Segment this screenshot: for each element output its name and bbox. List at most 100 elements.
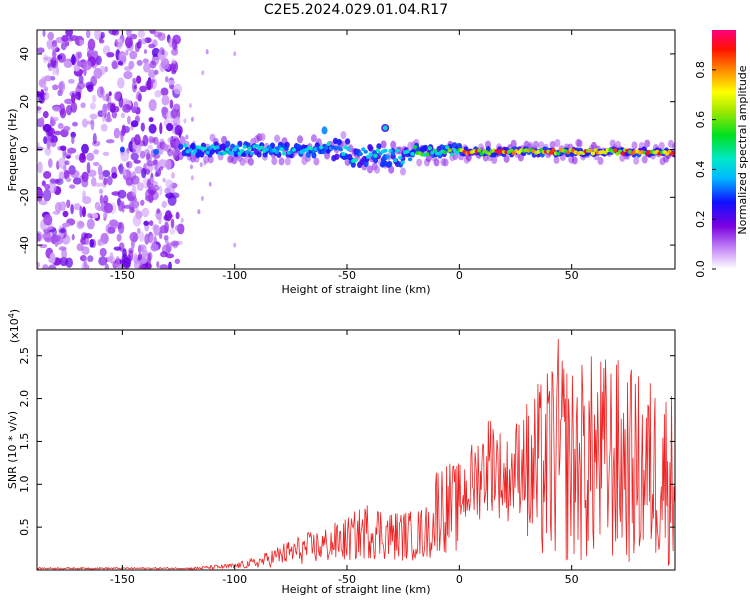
heatmap-cell: [145, 154, 152, 162]
heatmap-cell: [82, 206, 86, 218]
heatmap-cell: [55, 178, 64, 185]
heatmap-cell: [274, 149, 279, 154]
heatmap-cell: [449, 152, 455, 157]
heatmap-cell: [121, 257, 132, 268]
heatmap-cell: [221, 135, 228, 144]
heatmap-cell: [149, 30, 156, 35]
heatmap-cell: [119, 146, 125, 153]
heatmap-cell: [165, 253, 175, 259]
heatmap-cell: [432, 148, 438, 153]
heatmap-cell: [114, 39, 118, 48]
heatmap-cell: [242, 144, 247, 149]
heatmap-cell: [416, 158, 423, 167]
heatmap-cell: [44, 147, 52, 156]
heatmap-cell: [199, 151, 205, 158]
heatmap-cell: [613, 148, 618, 153]
y-tick-label: 20: [18, 95, 31, 109]
heatmap-cell: [171, 38, 178, 50]
heatmap-cell: [111, 172, 118, 179]
heatmap-cell: [334, 153, 340, 160]
heatmap-cell: [65, 177, 72, 183]
heatmap-cell: [341, 152, 346, 156]
heatmap-cell: [121, 124, 126, 136]
heatmap-cell: [188, 103, 192, 108]
heatmap-cell: [319, 145, 324, 150]
heatmap-cell: [278, 157, 285, 166]
heatmap-cell: [171, 48, 179, 56]
heatmap-cell: [125, 49, 129, 56]
heatmap-cell: [37, 261, 41, 269]
heatmap-cell: [61, 34, 69, 43]
heatmap-cell: [89, 102, 96, 110]
heatmap-cell: [79, 205, 83, 218]
heatmap-cell: [70, 101, 78, 113]
heatmap-cell: [388, 165, 395, 174]
heatmap-cell: [59, 228, 66, 234]
heatmap-cell: [620, 151, 625, 156]
heatmap-cell: [136, 182, 144, 191]
heatmap-cell: [382, 160, 389, 167]
heatmap-cell: [503, 154, 510, 163]
colorbar-label: Normalized spectral amplitude: [736, 65, 749, 234]
heatmap-cell: [368, 145, 374, 152]
heatmap-cell: [128, 140, 134, 152]
heatmap-cell: [142, 134, 149, 147]
heatmap-cell: [83, 233, 93, 239]
heatmap-cell: [139, 85, 148, 93]
heatmap-cell: [126, 30, 132, 38]
heatmap-cell: [43, 91, 50, 101]
heatmap-cell: [92, 161, 100, 166]
colorbar: 0.0 0.2 0.4 0.6 0.8 Normalized spectral ampl…: [694, 30, 749, 278]
heatmap-cell: [44, 183, 51, 191]
heatmap-cell: [244, 150, 250, 155]
colorbar-tick-label: 0.2: [694, 210, 707, 228]
heatmap-cell: [60, 41, 67, 51]
heatmap-cell: [131, 175, 140, 185]
heatmap-cell: [90, 75, 98, 87]
heatmap-cell: [393, 158, 398, 163]
heatmap-cell: [382, 125, 388, 131]
heatmap-cell: [97, 241, 106, 246]
heatmap-cell: [52, 116, 59, 122]
heatmap-cell: [105, 117, 113, 123]
heatmap-cell: [65, 104, 73, 116]
heatmap-cell: [59, 256, 69, 267]
heatmap-cell: [137, 93, 142, 102]
heatmap-cell: [101, 111, 106, 123]
snr-frame: [36, 329, 676, 571]
heatmap-cell: [439, 144, 445, 151]
heatmap-cell: [95, 55, 102, 66]
heatmap-cell: [190, 175, 194, 181]
heatmap-cell: [70, 131, 76, 139]
heatmap-cell: [174, 224, 181, 232]
heatmap-cell: [160, 58, 170, 70]
heatmap-cell: [133, 252, 138, 261]
heatmap-cell: [170, 218, 175, 229]
heatmap-cell: [47, 31, 55, 41]
heatmap-cell: [115, 38, 123, 50]
heatmap-cell: [104, 263, 110, 269]
heatmap-cell: [641, 155, 648, 164]
heatmap-cell: [380, 140, 387, 149]
heatmap-cell: [137, 227, 141, 235]
heatmap-cell: [148, 43, 156, 49]
spectrogram-ylabel: Frequency (Hz): [6, 109, 19, 192]
heatmap-cell: [62, 210, 69, 218]
x-tick-label: 0: [456, 269, 463, 282]
heatmap-cell: [133, 159, 141, 164]
heatmap-cell: [197, 209, 201, 215]
heatmap-cell: [157, 32, 166, 41]
heatmap-cell: [215, 145, 220, 150]
heatmap-cell: [124, 36, 133, 49]
heatmap-cell: [102, 95, 107, 101]
heatmap-cell: [202, 146, 208, 151]
heatmap-cell: [51, 234, 61, 243]
heatmap-cell: [42, 30, 46, 37]
heatmap-cell: [87, 213, 92, 218]
heatmap-cell: [169, 227, 176, 235]
heatmap-cell: [75, 51, 80, 64]
heatmap-cell: [76, 39, 80, 45]
heatmap-cell: [39, 117, 45, 127]
heatmap-cell: [48, 181, 57, 194]
snr-multiplier-exponent: 4: [7, 313, 16, 318]
